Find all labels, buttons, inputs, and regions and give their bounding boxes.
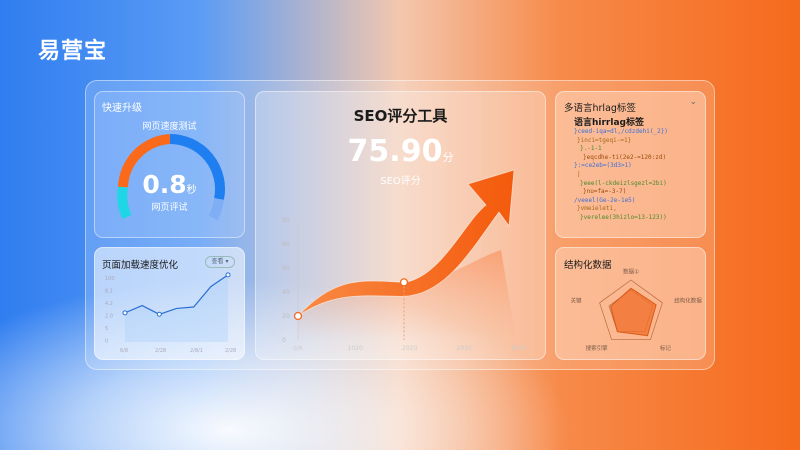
y-tick-label: 20 <box>282 313 290 320</box>
line-series <box>124 274 229 315</box>
radar-label: 标记 <box>660 344 672 352</box>
brand-logo: 易营宝 <box>38 39 108 64</box>
card-title: 多语言hrlag标签 <box>564 103 636 114</box>
seo-caption: SEO评分 <box>380 176 421 187</box>
gauge-segment-light <box>208 198 224 221</box>
x-tick-label: 2/28 <box>155 348 166 354</box>
radar-area <box>610 287 657 337</box>
code-line: }.-1-1 <box>580 145 602 153</box>
code-line: }verelee(3hizlo=13-123)) <box>580 213 667 221</box>
gauge-segment-blue <box>169 134 225 200</box>
radar-label: 结构化数据 <box>674 296 702 304</box>
gauge-segment-orange <box>118 134 171 188</box>
x-tick-label: 2020 <box>402 345 417 352</box>
x-tick-label: 6/8 <box>120 348 128 354</box>
load-line-chart: 100 8.1 4.2 2.0 5 0 6/8 2/28 2/8/1 2/28 <box>105 272 236 354</box>
hreflang-card: 多语言hrlag标签 ⌄ 语言hirrlag标签 }ceed-iqa=dl,/c… <box>555 91 706 238</box>
load-speed-card: 页面加载速度优化 查看 ▾ 100 8.1 4.2 2.0 5 0 6/8 2/28 2/8/1… <box>94 247 245 360</box>
code-line: /veeel(Ge-2e-1e5) <box>574 196 636 204</box>
code-line: | <box>577 170 581 178</box>
seo-trend-chart: 0 20 40 60 80 50 0/6 1020 2020 2030 2020 <box>282 169 526 352</box>
card-title: 页面加载速度优化 <box>102 260 179 271</box>
y-tick-label: 0 <box>105 339 108 345</box>
y-tick-label: 0 <box>282 337 286 344</box>
radar-label: 搜索引擎 <box>586 344 609 352</box>
y-tick-label: 8.1 <box>105 289 113 295</box>
code-block: }ceed-iqa=dl,/cdzdehi(_2})}inci=tgeqi-=1… <box>574 128 702 223</box>
gauge-segment-cyan <box>117 186 132 220</box>
load-time-value: 0.8 <box>142 170 187 199</box>
x-tick-label: 2/28 <box>225 348 236 354</box>
data-point <box>122 310 128 316</box>
card-title: 结构化数据 <box>564 260 612 271</box>
speed-test-card: 快速升级 网页速度测试 0.8秒 网页评试 <box>94 91 245 238</box>
x-tick-label: 2030 <box>457 345 472 352</box>
chevron-down-icon: ▾ <box>225 258 229 265</box>
y-tick-label: 60 <box>282 265 290 272</box>
x-tick-label: 1020 <box>348 345 363 352</box>
card-title: 快速升级 <box>102 103 142 114</box>
code-line: }nu=fa=-3-7) <box>583 188 627 196</box>
seo-score-unit: 分 <box>442 151 454 164</box>
code-line: }vmeieleti, <box>577 205 617 213</box>
gauge-caption: 网页评试 <box>151 203 188 213</box>
code-line: }ceed-iqa=dl,/cdzdehi(_2}) <box>574 128 668 135</box>
seo-score-value: 75.90 <box>347 134 443 169</box>
radar-grid <box>599 279 663 341</box>
card-subtitle: 网页速度测试 <box>142 122 197 132</box>
seo-score-card: SEO评分工具 75.90分 SEO评分 0 20 40 60 80 50 0/6 1020 2… <box>255 91 546 360</box>
period-dropdown[interactable]: 查看 ▾ <box>205 256 235 268</box>
y-tick-label: 4.2 <box>105 301 113 307</box>
code-line: }inci=tgeqi-=1} <box>577 136 632 144</box>
load-time-unit: 秒 <box>186 185 197 196</box>
code-line: }eqcdhe-ti(2e2-=120:zd) <box>583 153 667 161</box>
data-point <box>225 272 231 278</box>
code-line: }:=ce2eb=(3d3>1) <box>574 162 632 170</box>
radar-label: 数据① <box>623 267 639 275</box>
speed-gauge <box>117 134 225 221</box>
dropdown-label: 查看 <box>211 258 224 265</box>
y-tick-label: 100 <box>105 276 115 282</box>
data-point <box>156 311 162 317</box>
y-tick-label: 80 <box>282 241 290 248</box>
y-tick-label: 50 <box>282 217 290 224</box>
data-point <box>399 278 409 287</box>
y-tick-label: 2.0 <box>105 314 113 320</box>
code-line: }eee(l-ckdeizlsgezl=2bi) <box>580 179 667 187</box>
radar-label: 关键 <box>571 296 583 304</box>
structured-data-card: 结构化数据 数据① 结构化数据标记 搜索引擎 关键 <box>555 247 706 360</box>
card-title: SEO评分工具 <box>353 107 448 125</box>
x-tick-label: 0/6 <box>293 345 303 352</box>
y-tick-label: 5 <box>105 326 108 332</box>
line-area <box>125 274 228 342</box>
y-tick-label: 40 <box>282 289 290 296</box>
data-point <box>293 311 303 321</box>
x-tick-label: 2/8/1 <box>190 348 203 354</box>
x-tick-label: 2020 <box>511 345 526 352</box>
code-subtitle: 语言hirrlag标签 <box>574 118 644 128</box>
growth-arrow <box>297 169 515 317</box>
chevron-down-icon[interactable]: ⌄ <box>689 97 697 107</box>
